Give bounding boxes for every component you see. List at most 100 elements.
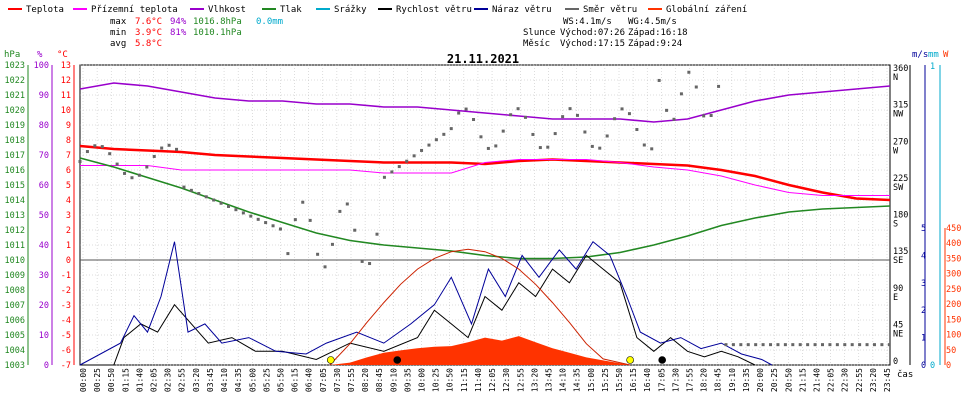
stats-panel: max 7.6°C 94% 1016.8hPa 0.0mm min 3.9°C 81% 1010… — [110, 17, 688, 49]
temp-tick: 0 — [66, 256, 71, 266]
rain-tick: 0 — [930, 361, 935, 371]
time-tick: 20:50 — [784, 368, 793, 392]
press-tick: 1009 — [5, 271, 25, 281]
press-tick: 1010 — [5, 256, 25, 266]
wind-direction-point — [375, 232, 379, 236]
wind-direction-point — [835, 343, 839, 347]
wind-direction-point — [665, 108, 669, 112]
rad-tick: 150 — [946, 315, 961, 325]
unit-temp: °C — [57, 50, 68, 60]
speed-tick: 5 — [921, 224, 926, 234]
wind-direction-point — [449, 127, 453, 131]
speed-tick: 0 — [921, 361, 926, 371]
time-tick: 12:55 — [516, 368, 525, 392]
unit-percent: % — [37, 50, 43, 60]
time-tick: 06:15 — [291, 368, 300, 392]
dir-tick-label: NW — [893, 110, 904, 120]
sun-set: Západ:16:18 — [628, 28, 688, 38]
wind-direction-point — [412, 154, 416, 158]
time-tick: 08:20 — [361, 368, 370, 392]
wind-direction-point — [472, 118, 476, 122]
wind-direction-point — [724, 343, 728, 347]
percent-tick: 20 — [39, 301, 49, 311]
wind-direction-point — [93, 144, 97, 148]
legend-label: Srážky — [334, 5, 367, 15]
time-tick: 02:55 — [178, 368, 187, 392]
wind-direction-point — [843, 343, 847, 347]
dir-tick: 360 — [893, 64, 908, 74]
stat-rain: 0.0mm — [256, 17, 283, 27]
wind-direction-point — [613, 117, 617, 121]
temp-tick: 4 — [66, 196, 71, 206]
wind-direction-point — [227, 204, 230, 208]
wind-direction-point — [293, 218, 297, 222]
percent-tick: 50 — [39, 211, 49, 221]
legend-label: Vlhkost — [208, 5, 246, 15]
wind-direction-point — [189, 188, 193, 192]
time-tick: 11:40 — [474, 368, 483, 392]
time-tick: 19:10 — [728, 368, 737, 392]
time-tick: 05:25 — [262, 368, 271, 392]
wind-direction-point — [479, 135, 483, 139]
temp-tick: -7 — [61, 361, 71, 371]
press-tick: 1008 — [5, 286, 25, 296]
time-tick: 22:30 — [841, 368, 850, 392]
dir-tick: 315 — [893, 101, 908, 111]
rad-tick: 450 — [946, 224, 961, 234]
wind-direction-point — [308, 218, 312, 222]
sun-rise: Východ:07:26 — [560, 28, 625, 38]
dir-tick: 270 — [893, 137, 908, 147]
wind-direction-point — [709, 114, 713, 118]
time-tick: 08:45 — [375, 368, 384, 392]
wind-direction-point — [160, 146, 164, 150]
time-tick: 03:45 — [206, 368, 215, 392]
dir-tick-label: W — [893, 146, 899, 156]
x-axis-label: čas — [897, 369, 913, 380]
series-line — [79, 240, 773, 366]
speed-tick: 1 — [921, 334, 926, 344]
wind-direction-point — [345, 202, 349, 206]
stat-hum: 94% — [170, 17, 187, 27]
wind-direction-point — [100, 145, 104, 149]
wind-direction-point — [620, 107, 624, 111]
time-tick: 16:15 — [629, 368, 638, 392]
wind-direction-point — [717, 84, 721, 88]
wind-direction-point — [754, 343, 758, 347]
time-tick: 06:40 — [305, 368, 314, 392]
time-tick: 07:05 — [319, 368, 328, 392]
time-tick: 09:10 — [389, 368, 398, 392]
rad-tick: 350 — [946, 254, 961, 264]
wind-direction-point — [464, 107, 468, 111]
press-tick: 1012 — [5, 226, 25, 236]
rad-tick: 100 — [946, 331, 961, 341]
series-line — [80, 159, 890, 196]
stat-temp: 3.9°C — [135, 28, 162, 38]
wind-direction-point — [531, 132, 535, 136]
legend-label: Náraz větru — [492, 5, 552, 15]
moonset-marker — [393, 356, 402, 364]
time-tick: 12:30 — [502, 368, 511, 392]
wind-direction-point — [598, 146, 602, 150]
time-tick: 22:05 — [827, 368, 836, 392]
press-tick: 1019 — [5, 121, 25, 131]
wind-direction-point — [420, 148, 424, 152]
wind-direction-point — [561, 115, 565, 119]
time-tick: 05:00 — [248, 368, 257, 392]
time-tick: 02:30 — [164, 368, 173, 392]
wind-direction-point — [798, 343, 802, 347]
time-tick: 18:20 — [700, 368, 709, 392]
temp-tick: 13 — [61, 61, 71, 71]
wind-direction-point — [865, 343, 869, 347]
legend-label: Rychlost větru — [396, 5, 472, 15]
wind-direction-point — [806, 343, 810, 347]
wind-direction-point — [828, 343, 832, 347]
wind-gust-info: WG:4.5m/s — [628, 17, 677, 27]
percent-tick: 10 — [39, 331, 49, 341]
time-tick: 02:05 — [150, 368, 159, 392]
moon-label: Měsíc — [523, 39, 550, 49]
series-line — [329, 248, 631, 366]
wind-direction-point — [108, 152, 112, 156]
wind-direction-point — [694, 85, 698, 89]
dir-tick-label: NE — [893, 329, 903, 339]
